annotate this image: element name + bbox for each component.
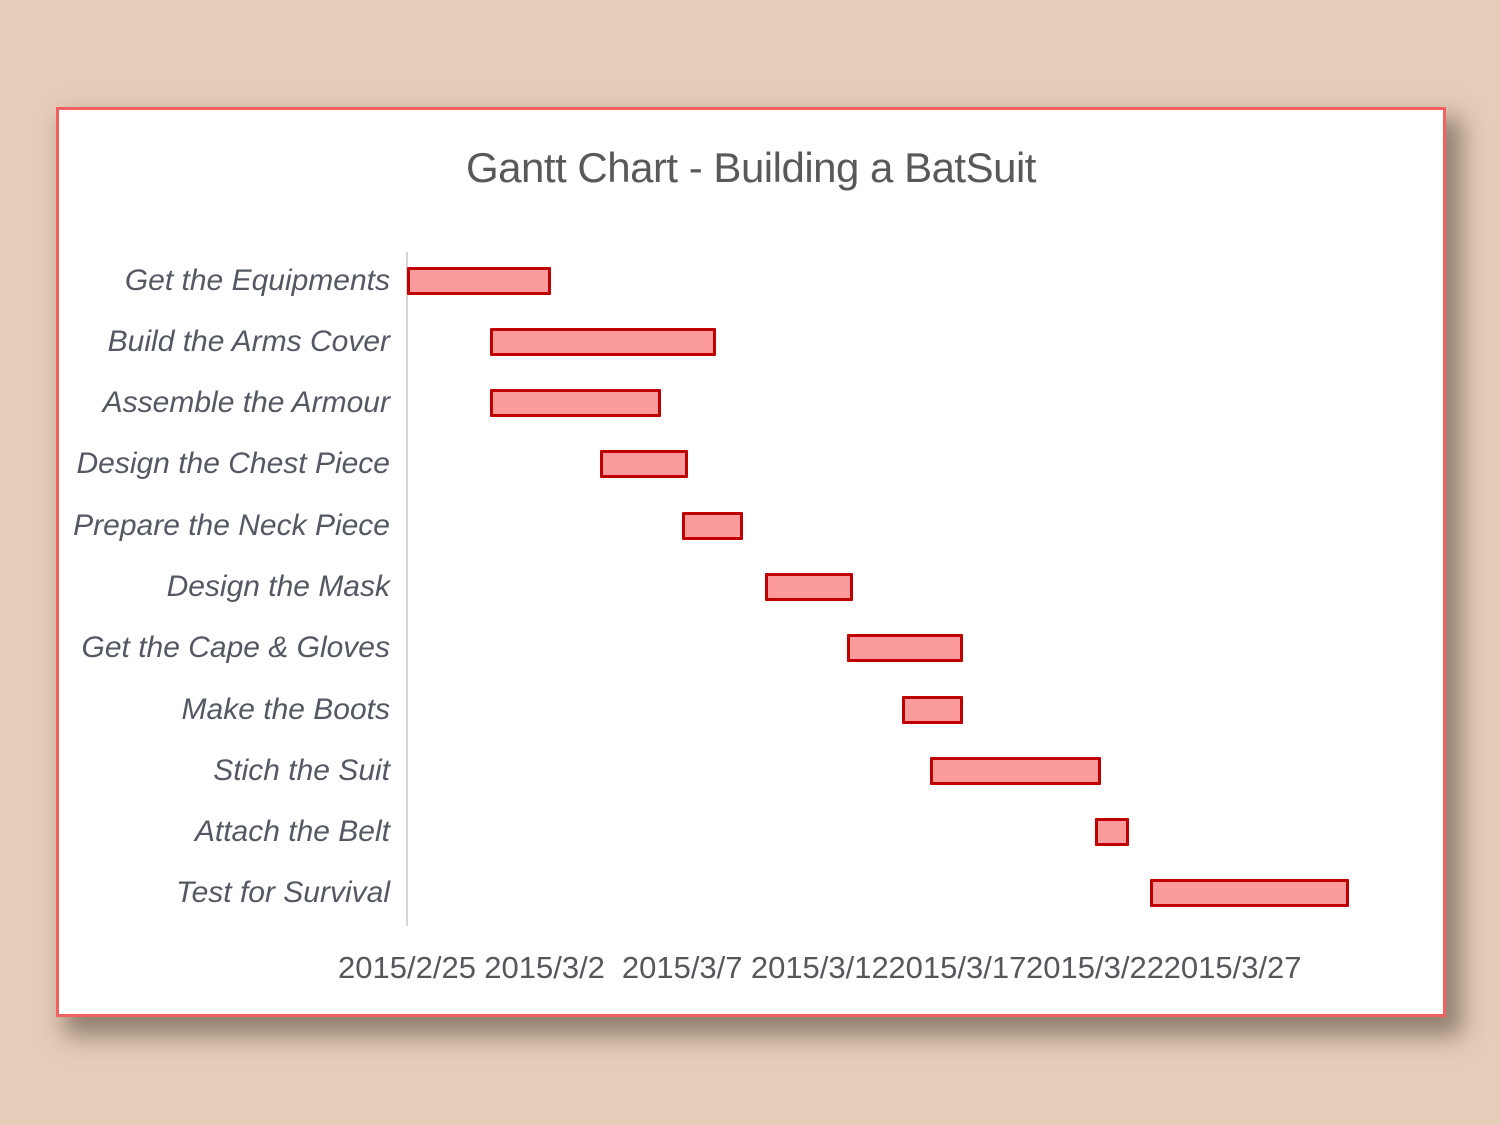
chart-frame: [56, 107, 1446, 1017]
